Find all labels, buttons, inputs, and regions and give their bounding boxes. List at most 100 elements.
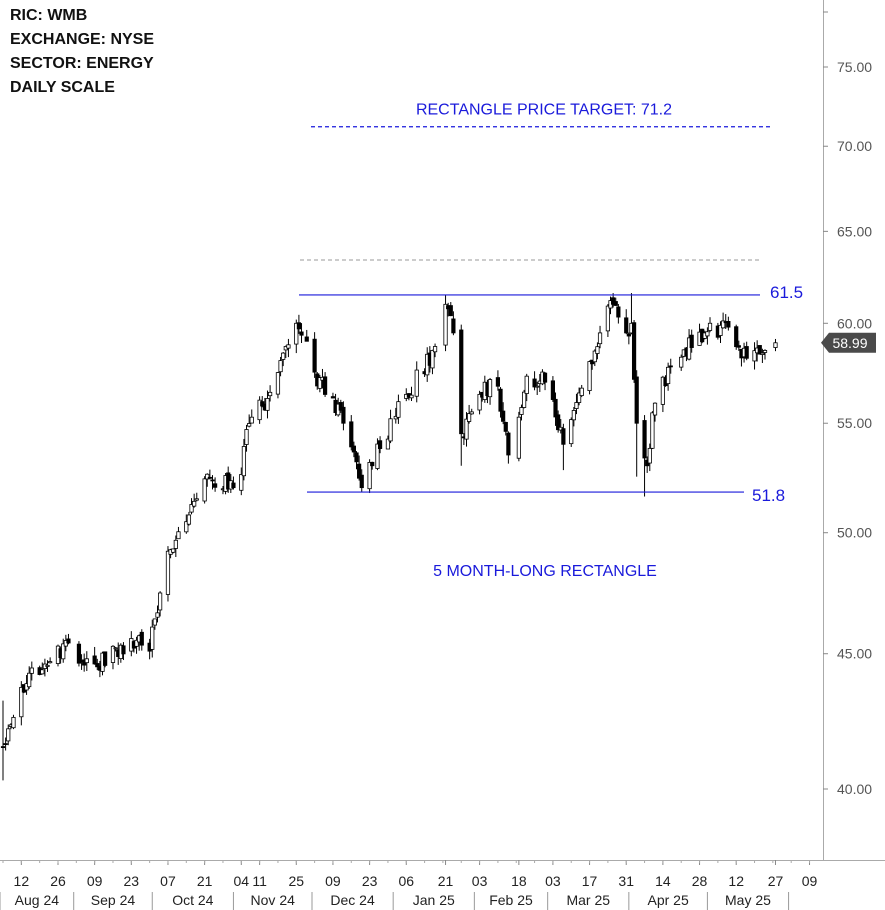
candle-body — [443, 303, 448, 346]
candle-body — [542, 372, 548, 383]
candle-body — [773, 342, 778, 348]
candle-body — [6, 728, 11, 742]
candle-body — [647, 447, 652, 464]
candle-body — [561, 428, 566, 445]
candle-body — [84, 658, 89, 664]
candle-body — [139, 631, 144, 646]
candle-body — [304, 336, 309, 342]
candle-body — [467, 413, 472, 422]
x-day-label: 07 — [160, 873, 176, 889]
candle-body — [173, 539, 178, 549]
candle-body — [165, 550, 171, 595]
candle-body — [286, 344, 291, 349]
candle-body — [370, 461, 375, 467]
x-day-label: 23 — [124, 873, 140, 889]
candle-body — [189, 504, 194, 513]
candle-body — [726, 321, 731, 328]
candle-body — [317, 377, 322, 389]
candle-body — [550, 380, 556, 400]
x-day-label: 09 — [87, 873, 103, 889]
candle-body — [257, 399, 262, 421]
x-day-label: 12 — [728, 873, 744, 889]
x-day-label: 21 — [197, 873, 213, 889]
y-tick-label: 75.00 — [837, 59, 872, 75]
y-tick-label: 65.00 — [837, 223, 872, 239]
candle-body — [721, 320, 726, 329]
scale-label: DAILY SCALE — [10, 79, 115, 96]
candle-body — [194, 498, 199, 501]
upper-boundary-label: 61.5 — [770, 283, 803, 302]
candle-body — [631, 322, 637, 380]
candle-body — [660, 376, 665, 405]
y-tick-label: 40.00 — [837, 781, 872, 797]
candle-body — [95, 663, 100, 668]
x-month-label: Oct 24 — [172, 892, 213, 908]
candle-body — [650, 412, 655, 449]
candle-body — [244, 429, 249, 445]
candle-body — [267, 391, 273, 397]
candle-body — [367, 462, 372, 490]
candle-body — [205, 473, 210, 480]
x-month-label: Feb 25 — [489, 892, 533, 908]
candle-body — [652, 402, 658, 416]
candle-body — [121, 645, 126, 655]
candle-body — [679, 356, 684, 368]
candle-body — [275, 372, 281, 395]
candle-body — [176, 531, 181, 540]
x-day-label: 09 — [325, 873, 341, 889]
candle-body — [213, 483, 218, 488]
candle-body — [451, 318, 456, 334]
x-month-label: May 25 — [725, 892, 771, 908]
candle-body — [569, 419, 574, 445]
candle-body — [642, 420, 647, 459]
candle-body — [760, 352, 765, 355]
candle-body — [27, 672, 32, 688]
x-day-label: 17 — [582, 873, 598, 889]
x-day-label: 21 — [438, 873, 454, 889]
candle-body — [19, 686, 24, 718]
candle-body — [158, 592, 163, 611]
candle-body — [571, 410, 576, 421]
candle-body — [524, 375, 529, 394]
ric-label: RIC: WMB — [10, 7, 88, 24]
candle-body — [666, 366, 671, 385]
x-day-label: 23 — [362, 873, 378, 889]
candle-body — [294, 322, 299, 345]
candle-body — [66, 638, 71, 644]
y-tick-label: 55.00 — [837, 415, 872, 431]
candle-body — [626, 333, 631, 337]
candle-body — [40, 669, 45, 675]
candle-body — [535, 385, 540, 388]
candle-body — [469, 411, 474, 415]
candle-body — [595, 346, 600, 354]
candle-body — [574, 402, 579, 409]
x-day-label: 14 — [655, 873, 671, 889]
candle-body — [61, 643, 66, 660]
candle-body — [762, 350, 768, 353]
candle-body — [192, 500, 197, 507]
candle-body — [409, 394, 414, 399]
candle-body — [611, 297, 616, 305]
candle-body — [556, 414, 561, 431]
candle-body — [322, 376, 328, 395]
candle-body — [92, 655, 97, 665]
candle-body — [597, 332, 603, 345]
candle-body — [498, 388, 503, 412]
exchange-label: EXCHANGE: NYSE — [10, 31, 155, 48]
y-tick-label: 70.00 — [837, 138, 872, 154]
candle-body — [48, 661, 53, 664]
candle-body — [432, 346, 438, 353]
x-month-label: Nov 24 — [251, 892, 296, 908]
x-day-label: 03 — [545, 873, 561, 889]
candle-body — [668, 365, 673, 368]
candle-body — [351, 445, 356, 453]
last-price-label: 58.99 — [832, 335, 867, 351]
candle-body — [152, 618, 157, 626]
candle-body — [736, 345, 741, 348]
candle-body — [459, 329, 464, 435]
last-price-badge — [821, 332, 876, 353]
candle-body — [231, 482, 236, 489]
candle-body — [249, 416, 254, 424]
candle-body — [464, 418, 469, 440]
